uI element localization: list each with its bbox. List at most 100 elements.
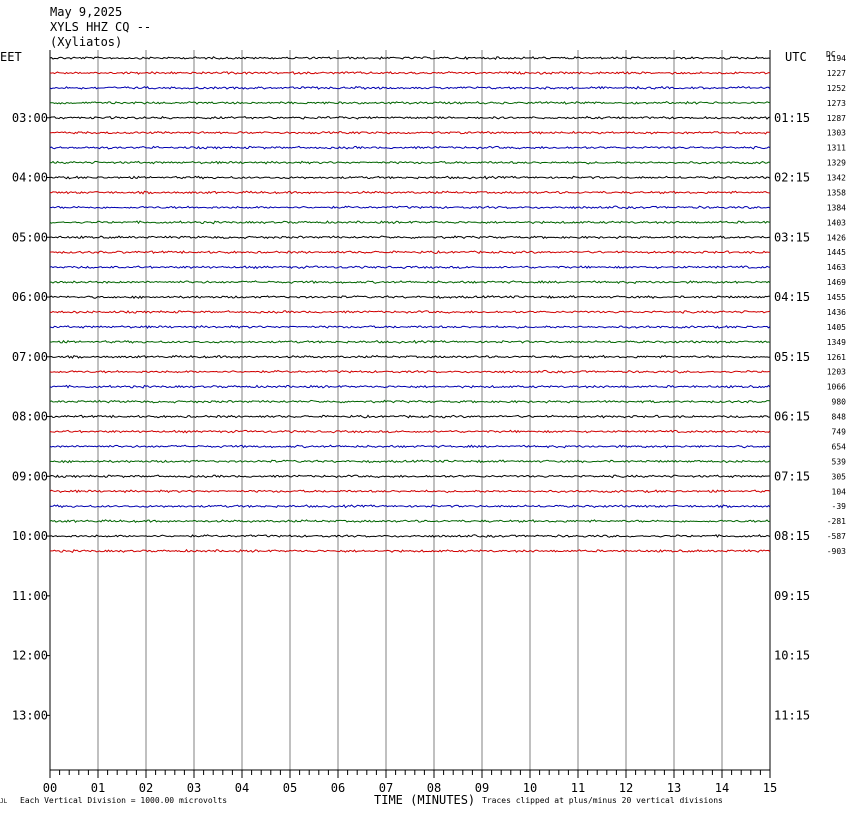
trace-row [49, 474, 771, 479]
x-tick-label: 14 [715, 781, 729, 795]
trace-row [49, 70, 771, 75]
trace-row [49, 130, 771, 135]
trace-dc-value: 1252 [827, 84, 846, 93]
trace-dc-value: 1403 [827, 218, 846, 227]
x-axis-title: TIME (MINUTES) [374, 793, 476, 807]
trace-dc-value: 1287 [827, 114, 846, 123]
left-hour-label: 10:00 [12, 529, 48, 543]
left-hour-label: 13:00 [12, 708, 48, 722]
x-tick-label: 11 [571, 781, 585, 795]
right-hour-label: 06:15 [774, 410, 810, 424]
x-tick-label: 03 [187, 781, 201, 795]
vertical-division-note: Each Vertical Division = 1000.00 microvo… [20, 796, 228, 805]
x-tick-label: 09 [475, 781, 489, 795]
x-tick-label: 13 [667, 781, 681, 795]
right-hour-label: 04:15 [774, 290, 810, 304]
trace-dc-value: 1426 [827, 233, 846, 242]
trace-dc-value: 1227 [827, 69, 846, 78]
trace-dc-value: 1203 [827, 368, 846, 377]
trace-dc-value: 1066 [827, 383, 846, 392]
right-hour-label: 02:15 [774, 171, 810, 185]
trace-row [49, 85, 771, 90]
trace-row [49, 190, 771, 195]
trace-row [49, 265, 771, 270]
left-hour-label: 11:00 [12, 589, 48, 603]
trace-dc-value: 980 [832, 398, 847, 407]
corner-mark: JL [0, 798, 8, 805]
right-hour-label: 08:15 [774, 529, 810, 543]
trace-dc-value: 1469 [827, 278, 846, 287]
x-tick-label: 05 [283, 781, 297, 795]
trace-dc-value: 1405 [827, 323, 846, 332]
trace-dc-value: -281 [827, 517, 846, 526]
header-location: (Xyliatos) [50, 35, 123, 49]
trace-row [49, 175, 771, 180]
trace-row [49, 280, 771, 285]
trace-row [49, 220, 771, 225]
trace-row [49, 429, 771, 434]
trace-row [49, 444, 771, 449]
traces [49, 56, 771, 554]
trace-row [49, 160, 771, 165]
right-hour-label: 10:15 [774, 649, 810, 663]
trace-row [49, 369, 771, 374]
trace-row [49, 548, 771, 554]
trace-dc-value: 1273 [827, 99, 846, 108]
trace-dc-value: -903 [827, 547, 846, 556]
trace-row [49, 235, 771, 240]
trace-row [49, 324, 771, 329]
left-hour-label: 12:00 [12, 649, 48, 663]
x-tick-label: 04 [235, 781, 249, 795]
trace-dc-value: 1194 [827, 54, 846, 63]
right-hour-label: 09:15 [774, 589, 810, 603]
trace-dc-value: 104 [832, 487, 847, 496]
trace-dc-value: 848 [832, 413, 847, 422]
trace-dc-value: 1329 [827, 159, 846, 168]
trace-row [49, 519, 771, 523]
x-tick-label: 07 [379, 781, 393, 795]
trace-row [49, 399, 771, 404]
header-station: XYLS HHZ CQ -- [50, 20, 152, 34]
clip-note: Traces clipped at plus/minus 20 vertical… [482, 796, 723, 805]
trace-dc-value: 1463 [827, 263, 846, 272]
trace-dc-value: 1436 [827, 308, 846, 317]
trace-row [49, 56, 771, 61]
trace-row [49, 534, 771, 538]
trace-dc-value: 1349 [827, 338, 846, 347]
x-tick-label: 06 [331, 781, 345, 795]
left-hour-label: 03:00 [12, 111, 48, 125]
trace-dc-value: 749 [832, 428, 847, 437]
trace-row [49, 339, 771, 344]
trace-row [49, 145, 771, 150]
x-tick-label: 01 [91, 781, 105, 795]
right-hour-label: 05:15 [774, 350, 810, 364]
trace-dc-value: 1303 [827, 129, 846, 138]
trace-row [49, 310, 771, 314]
trace-dc-value: 305 [832, 472, 847, 481]
right-axis-label: UTC [785, 50, 807, 64]
grid [47, 50, 771, 778]
left-hour-label: 08:00 [12, 410, 48, 424]
trace-row [49, 205, 771, 210]
trace-dc-value: 539 [832, 457, 847, 466]
x-tick-label: 02 [139, 781, 153, 795]
left-axis-label: EET [0, 50, 22, 64]
x-tick-label: 15 [763, 781, 777, 795]
left-hour-label: 07:00 [12, 350, 48, 364]
trace-dc-value: -39 [832, 502, 847, 511]
trace-row [49, 115, 771, 120]
trace-dc-value: 1358 [827, 188, 846, 197]
x-tick-label: 08 [427, 781, 441, 795]
trace-row [49, 295, 771, 299]
trace-dc-value: 1455 [827, 293, 846, 302]
x-tick-label: 00 [43, 781, 57, 795]
right-hour-label: 11:15 [774, 708, 810, 722]
trace-dc-value: 1384 [827, 203, 846, 212]
left-hour-label: 06:00 [12, 290, 48, 304]
trace-row [49, 100, 771, 105]
x-tick-label: 10 [523, 781, 537, 795]
trace-row [49, 414, 771, 419]
header-date: May 9,2025 [50, 5, 123, 19]
dc-header: DC [826, 50, 836, 59]
